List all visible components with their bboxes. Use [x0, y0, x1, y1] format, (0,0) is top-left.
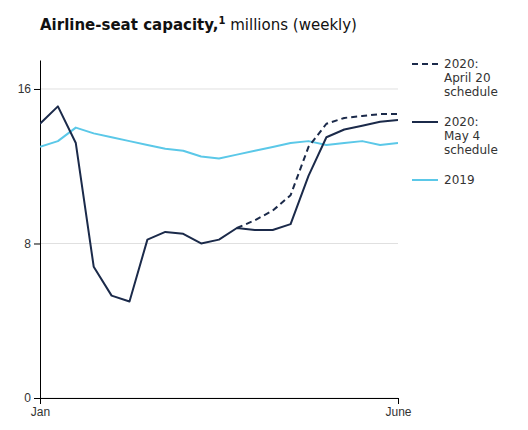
- x-tick-label: June: [385, 405, 411, 419]
- title-main: Airline-seat capacity,: [40, 16, 219, 34]
- x-tick: Jan: [31, 398, 50, 419]
- y-tick: 16: [18, 82, 40, 96]
- grid-line: [40, 88, 398, 89]
- grid: [40, 89, 398, 398]
- title: Airline-seat capacity,1 millions (weekly…: [40, 15, 357, 34]
- plot: Jan June 0 8 16: [18, 61, 412, 419]
- chart: Jan June 0 8 16 Airline-seat capacity,1 milli…: [0, 0, 528, 430]
- series-line: [237, 114, 398, 228]
- x-tick-label: Jan: [31, 405, 50, 419]
- legend-label: 2019: [444, 173, 475, 187]
- legend-swatch: [412, 121, 438, 123]
- lines: [40, 106, 398, 301]
- series-line: [40, 106, 398, 301]
- legend-swatch: [412, 179, 438, 181]
- y-tick-label: 16: [18, 82, 32, 96]
- y-tick-mark: [34, 89, 40, 90]
- x-tick: June: [385, 398, 411, 419]
- title-unit: millions (weekly): [225, 16, 356, 34]
- series-line: [40, 128, 398, 159]
- y-tick-mark: [34, 398, 40, 399]
- legend: 2020:April 20schedule 2020:May 4schedule 2…: [412, 57, 498, 187]
- legend-label: 2020:April 20schedule: [444, 57, 498, 99]
- x-axis: Jan June: [31, 398, 412, 419]
- y-axis-line: [40, 61, 41, 399]
- legend-swatch: [412, 63, 438, 65]
- y-tick-mark: [34, 243, 40, 244]
- y-tick: 0: [24, 391, 40, 405]
- x-axis-line: [41, 399, 399, 405]
- grid-line: [40, 243, 398, 244]
- legend-item: 2020:April 20schedule: [412, 57, 498, 99]
- x-tick-mark: [398, 398, 399, 404]
- y-tick-label: 8: [24, 237, 31, 251]
- x-tick-mark: [40, 398, 41, 404]
- y-tick-label: 0: [24, 391, 31, 405]
- y-tick: 8: [24, 237, 40, 251]
- legend-item: 2019: [412, 173, 475, 187]
- title-superscript: 1: [219, 15, 226, 26]
- legend-label: 2020:May 4schedule: [444, 115, 498, 157]
- legend-item: 2020:May 4schedule: [412, 115, 498, 157]
- y-axis: 0 8 16: [18, 61, 41, 406]
